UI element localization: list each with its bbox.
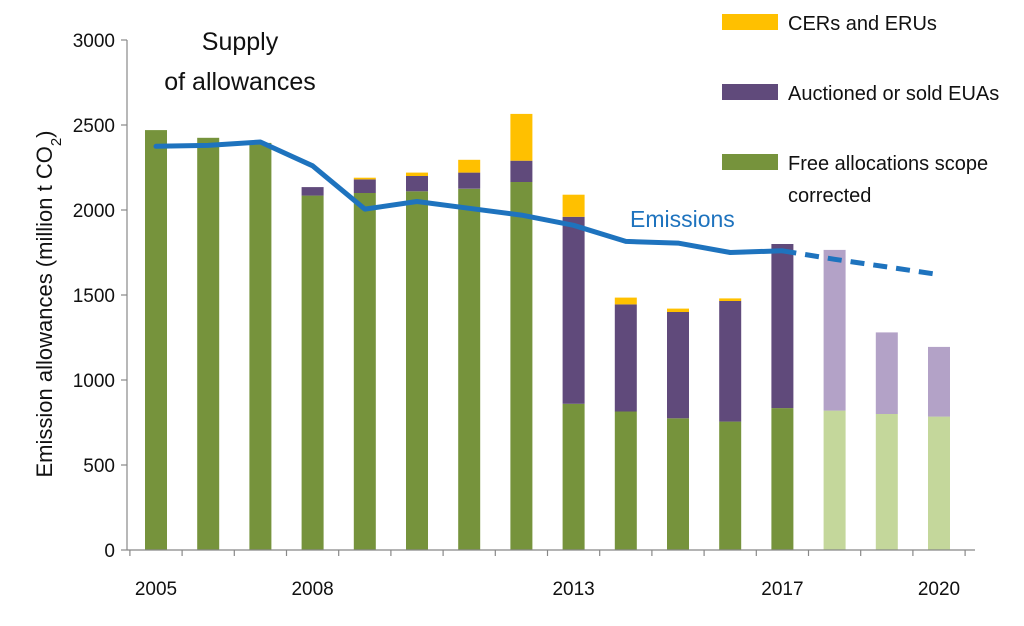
annotation-supply-line-0: Supply: [202, 28, 279, 56]
bar-auctioned-or-sold-euas-2017: [771, 244, 794, 409]
bar-free-allocations-scope-corrected-2006: [197, 137, 220, 551]
bar-auctioned-or-sold-euas-2018: [823, 249, 846, 411]
legend-label-free-allocations-scope-corrected-1: corrected: [788, 185, 871, 207]
y-tick-label-500: 500: [83, 456, 115, 477]
legend-label-cers-and-erus-0: CERs and ERUs: [788, 13, 937, 35]
legend-swatch-free-allocations-scope-corrected: [722, 154, 778, 170]
bar-free-allocations-scope-corrected-2018: [823, 410, 846, 550]
annotation-supply-line-1: of allowances: [164, 68, 315, 96]
bar-free-allocations-scope-corrected-2014: [614, 411, 637, 550]
bar-cers-and-erus-2009: [353, 177, 376, 180]
bar-auctioned-or-sold-euas-2011: [458, 172, 481, 189]
bar-free-allocations-scope-corrected-2020: [928, 416, 950, 550]
y-tick-label-1000: 1000: [73, 371, 115, 392]
bar-cers-and-erus-2015: [667, 308, 689, 312]
legend-label-free-allocations-scope-corrected-0: Free allocations scope: [788, 153, 988, 175]
bar-cers-and-erus-2014: [614, 297, 637, 305]
y-tick-label-2500: 2500: [73, 116, 115, 137]
bar-free-allocations-scope-corrected-2011: [458, 188, 481, 551]
y-tick-label-2000: 2000: [73, 201, 115, 222]
annotations-group: Supply of allowances Emissions: [164, 28, 735, 232]
bar-free-allocations-scope-corrected-2010: [406, 191, 428, 551]
legend: CERs and ERUs Auctioned or sold EUAs Free …: [722, 13, 999, 207]
bar-auctioned-or-sold-euas-2008: [301, 187, 324, 196]
bar-auctioned-or-sold-euas-2010: [406, 176, 428, 192]
legend-label-auctioned-or-sold-euas-0: Auctioned or sold EUAs: [788, 83, 999, 105]
bar-cers-and-erus-2010: [406, 172, 428, 176]
legend-swatch-cers-and-erus: [722, 14, 778, 30]
y-tick-label-3000: 3000: [73, 31, 115, 52]
y-axis-title-subscript: 2: [48, 138, 65, 146]
bar-auctioned-or-sold-euas-2009: [353, 179, 376, 193]
bar-auctioned-or-sold-euas-2016: [719, 300, 742, 422]
bar-cers-and-erus-2011: [458, 159, 481, 173]
y-axis-title: Emission allowances (million t CO2): [32, 131, 65, 478]
bar-cers-and-erus-2013: [562, 194, 585, 217]
bar-auctioned-or-sold-euas-2013: [562, 216, 585, 404]
bar-free-allocations-scope-corrected-2007: [249, 142, 272, 550]
x-tick-label-2017: 2017: [761, 579, 803, 600]
x-tick-label-2008: 2008: [291, 579, 333, 600]
y-axis-title-main: Emission allowances (million t CO: [32, 146, 57, 477]
y-axis-title-end: ): [32, 131, 57, 138]
x-tick-label-2013: 2013: [552, 579, 594, 600]
annotation-emissions-label: Emissions: [630, 206, 735, 232]
bar-free-allocations-scope-corrected-2012: [510, 181, 533, 550]
bar-auctioned-or-sold-euas-2019: [875, 332, 898, 414]
bars-group: [145, 113, 950, 551]
emissions-lines-group: [153, 139, 940, 278]
bar-cers-and-erus-2012: [510, 113, 533, 161]
y-tick-label-0: 0: [104, 541, 115, 562]
bar-free-allocations-scope-corrected-2013: [562, 403, 585, 550]
bar-free-allocations-scope-corrected-2019: [875, 414, 898, 550]
bar-free-allocations-scope-corrected-2008: [301, 195, 324, 550]
bar-free-allocations-scope-corrected-2009: [353, 193, 376, 550]
emissions-line: [153, 139, 785, 255]
bar-auctioned-or-sold-euas-2012: [510, 160, 533, 182]
y-tick-label-1500: 1500: [73, 286, 115, 307]
x-tick-label-2005: 2005: [135, 579, 177, 600]
legend-swatch-auctioned-or-sold-euas: [722, 84, 778, 100]
bar-auctioned-or-sold-euas-2020: [928, 346, 950, 417]
bar-free-allocations-scope-corrected-2017: [771, 408, 794, 550]
bar-free-allocations-scope-corrected-2015: [667, 418, 689, 551]
bar-auctioned-or-sold-euas-2015: [667, 312, 689, 419]
bar-cers-and-erus-2016: [719, 298, 742, 301]
x-tick-label-2020: 2020: [918, 579, 960, 600]
bar-free-allocations-scope-corrected-2005: [145, 130, 167, 550]
axes-group: 0 500 1000 1500 2000 2500 3000 2005 2008 2013 2017…: [32, 31, 975, 600]
bar-free-allocations-scope-corrected-2016: [719, 421, 742, 550]
emissions-projection-line: [781, 248, 940, 278]
bar-auctioned-or-sold-euas-2014: [614, 304, 637, 412]
